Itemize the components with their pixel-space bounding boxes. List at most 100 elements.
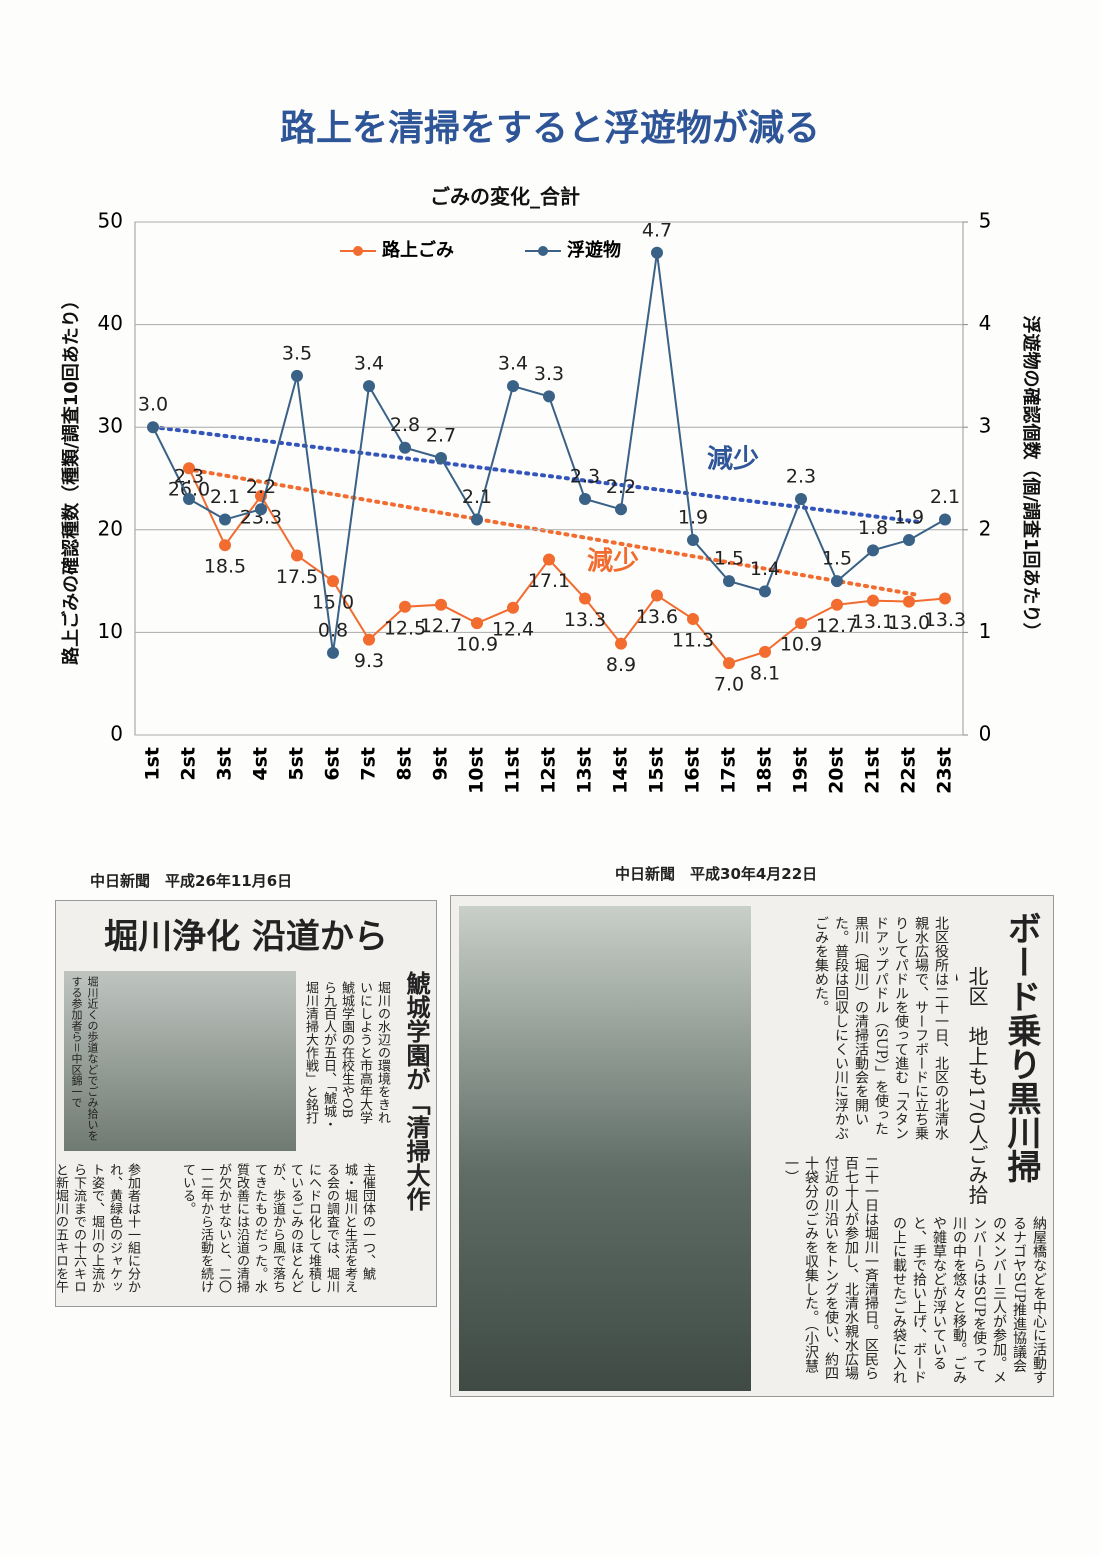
x-tick-label: 19st <box>790 747 812 794</box>
chart-title: ごみの変化_合計 <box>430 185 580 209</box>
data-point <box>543 553 555 566</box>
data-label: 15.0 <box>312 592 354 614</box>
data-label: 4.7 <box>642 219 672 241</box>
data-point <box>687 534 699 547</box>
data-point <box>363 380 375 393</box>
legend-marker <box>538 246 548 256</box>
data-point <box>399 600 411 613</box>
data-label: 13.3 <box>924 609 966 631</box>
data-label: 12.4 <box>492 618 534 640</box>
data-point <box>543 390 555 403</box>
x-tick-label: 6st <box>322 747 344 781</box>
data-point <box>579 493 591 506</box>
data-point <box>615 637 627 650</box>
data-point <box>867 594 879 607</box>
x-tick-label: 22st <box>898 747 920 794</box>
article-source: 中日新聞 平成30年4月22日 <box>615 865 818 883</box>
annotation: 減少 <box>707 445 759 475</box>
data-label: 2.7 <box>426 424 456 446</box>
y2-axis-label: 浮遊物の確認個数（個/調査1回あたり） <box>1020 315 1042 640</box>
data-point <box>615 503 627 516</box>
data-point <box>147 421 159 434</box>
x-tick-label: 21st <box>862 747 884 794</box>
x-tick-label: 3st <box>214 747 236 781</box>
data-point <box>291 549 303 562</box>
data-label: 2.3 <box>570 466 600 488</box>
body: 二十一日は堀川一斉清掃日。区民ら百七十人が参加し、北清水親水広場付近の川沿いをト… <box>783 1156 879 1380</box>
x-tick-label: 7st <box>358 747 380 781</box>
body: 北区役所は二十一日、北区の北清水親水広場で、サーフボードに立ち乗りしてパドルを使… <box>813 916 949 1140</box>
data-label: 1.5 <box>714 548 744 570</box>
data-label: 2.8 <box>390 414 420 436</box>
x-tick-label: 11st <box>502 747 524 794</box>
data-point <box>795 493 807 506</box>
subheadline: 鯱城学園が「清掃大作戦」 <box>402 971 431 1211</box>
photo <box>64 971 296 1151</box>
subheadline: 北区 地上も170人ごみ拾い <box>956 966 989 1205</box>
page-title: 路上を清掃をすると浮遊物が減る <box>280 108 820 149</box>
trend-line <box>185 467 920 597</box>
data-point <box>471 513 483 526</box>
data-point <box>435 451 447 464</box>
data-label: 1.8 <box>858 517 888 539</box>
data-label: 2.1 <box>210 486 240 508</box>
photo <box>459 906 751 1391</box>
x-tick-label: 23st <box>934 747 956 794</box>
data-point <box>579 592 591 605</box>
data-label: 2.2 <box>246 476 276 498</box>
y-tick-label: 10 <box>98 619 123 643</box>
data-point <box>363 633 375 646</box>
data-label: 0.8 <box>318 619 348 641</box>
article-source: 中日新聞 平成26年11月6日 <box>90 872 293 890</box>
data-label: 26.0 <box>168 479 210 501</box>
x-tick-label: 8st <box>394 747 416 781</box>
legend-label: 浮遊物 <box>567 239 621 261</box>
data-label: 13.0 <box>888 612 930 634</box>
x-tick-label: 1st <box>142 747 164 781</box>
y2-tick-label: 3 <box>979 414 992 438</box>
x-tick-label: 18st <box>754 747 776 794</box>
x-tick-label: 5st <box>286 747 308 781</box>
x-tick-label: 4st <box>250 747 272 781</box>
y2-tick-label: 2 <box>979 516 992 540</box>
x-tick-label: 16st <box>682 747 704 794</box>
x-tick-label: 15st <box>646 747 668 794</box>
x-tick-label: 20st <box>826 747 848 794</box>
body: 堀川の水辺の環境をきれいにしようと市高年大学鯱城学園の在校生やOBら九百人が五日… <box>303 981 390 1131</box>
data-point <box>831 575 843 588</box>
data-label: 18.5 <box>204 556 246 578</box>
data-label: 7.0 <box>714 674 744 696</box>
data-label: 2.1 <box>462 486 492 508</box>
data-label: 13.3 <box>564 609 606 631</box>
annotation: 減少 <box>587 547 639 577</box>
data-label: 13.6 <box>636 606 678 628</box>
legend-marker <box>353 246 363 256</box>
data-label: 3.0 <box>138 394 168 416</box>
headline: ボード乗り黒川掃除 <box>1001 911 1041 1183</box>
data-point <box>723 657 735 670</box>
data-label: 9.3 <box>354 650 384 672</box>
y2-tick-label: 5 <box>979 209 992 233</box>
data-label: 8.1 <box>750 662 780 684</box>
clipping: 堀川浄化 沿道から 堀川近くの歩道などでごみ拾いをする参加者ら＝中区錦一で 鯱城… <box>55 900 437 1307</box>
data-point <box>183 493 195 506</box>
series-line <box>188 467 946 665</box>
body: 納屋橋などを中心に活動するナゴヤSUP推進協議会のメンバー三人が参加。メンバーら… <box>891 1216 1047 1384</box>
data-point <box>903 534 915 547</box>
data-point <box>759 585 771 598</box>
data-label: 2.2 <box>606 476 636 498</box>
data-label: 2.3 <box>786 466 816 488</box>
data-point <box>651 589 663 602</box>
data-point <box>219 513 231 526</box>
data-label: 17.5 <box>276 566 318 588</box>
data-label: 11.3 <box>672 630 714 652</box>
data-point <box>939 592 951 605</box>
data-point <box>327 646 339 659</box>
data-point <box>903 595 915 608</box>
data-label: 12.7 <box>420 615 462 637</box>
chart: 路上を清掃をすると浮遊物が減る ごみの変化_合計 路上ごみの確認種数（種類/調査… <box>60 108 1042 794</box>
data-point <box>435 598 447 611</box>
y2-tick-label: 1 <box>979 619 992 643</box>
data-label: 1.5 <box>822 548 852 570</box>
